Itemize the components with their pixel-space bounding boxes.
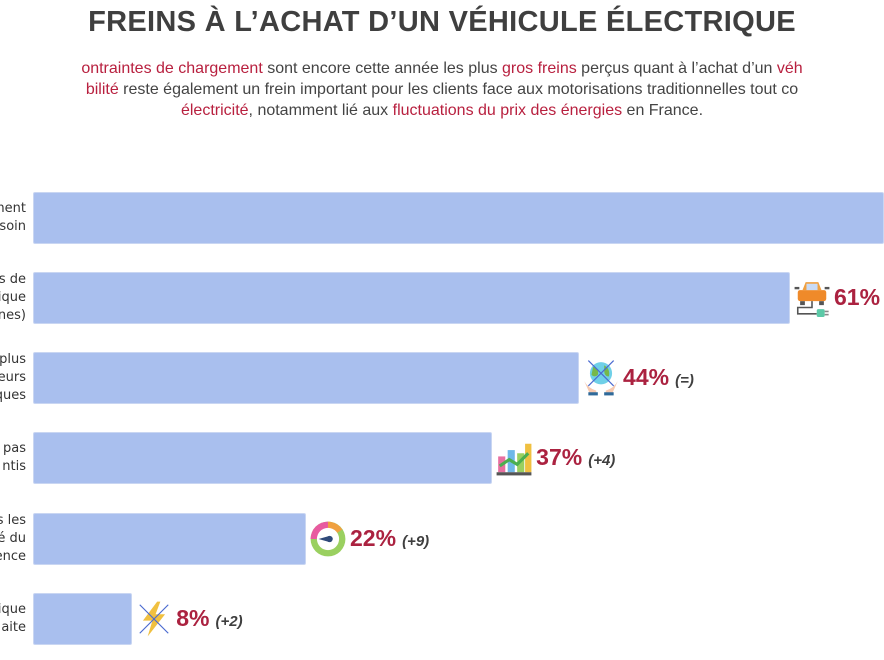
category-label-line: ence <box>0 549 26 564</box>
bar <box>33 432 493 484</box>
intro-line-1: ontraintes de chargement sont encore cet… <box>0 58 884 79</box>
category-label-line: plus <box>0 352 26 367</box>
text-segment: , notamment lié aux <box>248 102 393 119</box>
chart-title: FREINS À L’ACHAT D’UN VÉHICULE ÉLECTRIQU… <box>88 6 796 38</box>
category-label-line: soin <box>0 219 26 234</box>
value-label: 44% (=) <box>623 364 694 391</box>
growth-chart-icon <box>495 439 533 477</box>
category-label-line: aite <box>1 620 26 635</box>
category-label: ment soin <box>0 200 26 236</box>
bar <box>33 192 884 244</box>
intro-text: ontraintes de chargement sont encore cet… <box>0 58 884 121</box>
intro-line-3: électricité, notamment lié aux fluctuati… <box>0 100 884 121</box>
text-segment: en France. <box>622 102 704 119</box>
change-label: (+4) <box>588 452 616 469</box>
category-label-line: ique <box>0 602 26 617</box>
intro-line-2: bilité reste également un frein importan… <box>0 79 884 100</box>
change-label: (+9) <box>402 533 430 550</box>
value-percent: 8% <box>176 605 210 631</box>
text-segment: sont encore cette année les plus <box>262 60 503 77</box>
category-label-line: ques <box>0 388 26 403</box>
change-label: (+2) <box>215 613 243 630</box>
category-label: pas ntis <box>2 440 26 476</box>
value-percent: 44% <box>623 364 670 390</box>
highlighted-text: ontraintes de chargement <box>81 60 263 77</box>
bar <box>33 513 307 565</box>
value-label: 37% (+4) <box>536 444 615 471</box>
bar <box>33 272 790 324</box>
car-charging-icon <box>793 279 831 317</box>
text-segment: reste également un frein important pour … <box>118 81 799 98</box>
value-label: 61% <box>834 284 880 311</box>
bar <box>33 593 133 645</box>
lightning-crossed-icon <box>135 600 173 638</box>
category-label-line: nes) <box>0 308 26 323</box>
value-percent: 22% <box>350 525 397 551</box>
category-label-line: ment <box>0 201 26 216</box>
highlighted-text: électricité <box>180 102 249 119</box>
category-label: s de ique nes) <box>0 271 26 325</box>
text-segment: perçus quant à l’achat d’un <box>576 60 777 77</box>
category-label-line: pas <box>3 441 26 456</box>
bar <box>33 352 580 404</box>
highlighted-text: fluctuations du prix des énergies <box>392 102 623 119</box>
highlighted-text: gros freins <box>502 60 577 77</box>
earth-crossed-hands-icon <box>582 359 620 397</box>
highlighted-text: véh <box>776 60 803 77</box>
value-percent: 37% <box>536 444 583 470</box>
category-label-line: ique <box>0 290 26 305</box>
category-label-line: s les <box>0 513 26 528</box>
change-label: (=) <box>675 372 694 389</box>
category-label: plus eurs ques <box>0 351 26 405</box>
value-label: 8% (+2) <box>176 605 242 632</box>
gauge-icon <box>309 520 347 558</box>
category-label-line: s de <box>0 272 26 287</box>
category-label-line: eurs <box>0 370 26 385</box>
highlighted-text: bilité <box>85 81 119 98</box>
value-label: 22% (+9) <box>350 525 429 552</box>
category-label-line: ntis <box>2 459 26 474</box>
category-label-line: é du <box>0 531 26 546</box>
category-label: s les é du ence <box>0 512 26 566</box>
value-percent: 61% <box>834 284 881 310</box>
category-label: ique aite <box>0 601 26 637</box>
